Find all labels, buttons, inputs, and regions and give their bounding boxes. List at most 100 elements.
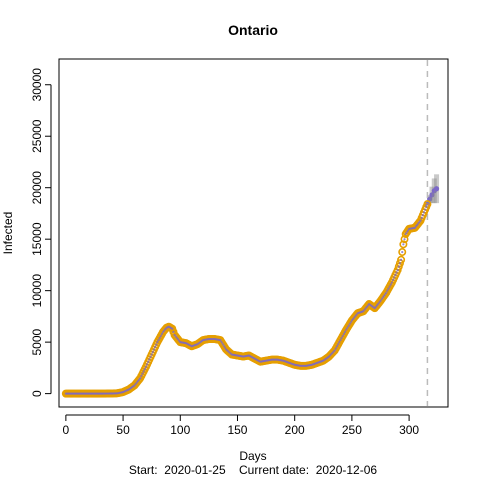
fitted-point [172,330,175,333]
fitted-point [340,336,343,340]
fitted-point [159,334,162,338]
x-tick-label: 50 [116,423,130,437]
fitted-point [382,294,386,298]
fitted-point [389,283,392,286]
fitted-point [387,287,390,290]
observed-point [395,259,404,268]
fitted-point [144,365,148,368]
fitted-point [154,345,157,349]
forecast-point [433,186,440,192]
fitted-point [421,214,424,217]
fitted-point [157,338,160,342]
fitted-point [385,291,388,294]
date-caption: Start: 2020-01-25 Current date: 2020-12-… [129,463,377,477]
y-tick-label: 25000 [30,119,44,153]
fitted-point [381,296,384,299]
forecast-point [429,192,435,198]
fitted-point [139,377,142,380]
x-tick-label: 250 [342,423,362,437]
fitted-point [348,323,351,326]
fitted-point [401,250,404,254]
x-tick-label: 150 [227,423,247,437]
fitted-point [148,358,151,361]
fitted-point [391,278,395,282]
observed-point [393,266,402,275]
plot-frame [58,58,449,408]
fitted-point [419,219,422,222]
fitted-point [152,348,156,351]
fitted-point [337,343,340,346]
y-tick-label: 5000 [30,328,44,355]
x-tick-label: 200 [285,423,305,437]
fitted-point [221,342,224,345]
fitted-point [345,328,348,331]
fitted-point [147,360,150,364]
fitted-point [399,258,403,261]
observed-point [423,200,432,209]
fitted-point [349,321,352,324]
fitted-point [160,332,164,335]
fitted-point [390,281,394,284]
x-tick-label: 100 [170,423,190,437]
fitted-point [422,211,426,214]
observed-point [397,255,406,264]
fitted-point [342,332,345,335]
fitted-point [140,374,143,378]
fitted-point [333,349,336,352]
fitted-point [396,268,399,272]
fitted-point [406,229,410,232]
fitted-point [346,326,349,330]
fitted-point [143,368,146,371]
fitted-point [141,372,144,375]
fitted-point [343,330,347,333]
y-tick-label: 20000 [30,171,44,205]
fitted-point [149,355,152,359]
fitted-point [142,370,145,373]
fitted-point [397,265,400,268]
fitted-point [426,203,429,206]
observed-point [399,240,408,249]
fitted-point [398,262,402,265]
fitted-point [383,293,387,296]
fitted-point [379,299,382,303]
fitted-point [393,276,396,279]
x-tick-label: 0 [63,423,70,437]
chart-title: Ontario [228,22,278,38]
fitted-point [405,231,408,234]
fitted-point [158,336,161,340]
fitted-point [339,338,342,342]
y-tick-label: 30000 [30,68,44,102]
y-tick-label: 10000 [30,274,44,308]
fitted-point [335,345,339,348]
fitted-point [145,363,149,366]
fitted-point [347,324,350,328]
y-axis-label: Infected [1,212,15,255]
observed-point [394,262,403,271]
fitted-point [394,273,397,277]
fitted-point [341,334,344,338]
fitted-point [220,340,223,344]
fitted-point [395,271,398,274]
fitted-point [420,216,423,219]
fitted-point [156,341,159,344]
fitted-point [150,353,153,356]
fitted-point [222,344,225,347]
y-tick-label: 15000 [30,222,44,256]
forecast-layer [424,60,440,406]
fitted-point [171,327,174,330]
fitted-point [404,232,407,236]
axes-layer: 0 50 100 150 200 250 300 0 5000 10000 15000 20000 25… [30,68,419,437]
fitted-point [338,341,341,344]
fitted-point [402,243,405,246]
observed-point [400,235,409,244]
observed-layer [61,200,432,398]
fitted-point [223,346,226,349]
fitted-point [380,298,383,301]
x-tick-label: 300 [399,423,419,437]
fitted-point [386,289,389,292]
fitted-point [424,208,427,211]
fitted-point [219,338,222,342]
y-tick-label: 0 [30,390,44,397]
fitted-point [403,238,406,241]
